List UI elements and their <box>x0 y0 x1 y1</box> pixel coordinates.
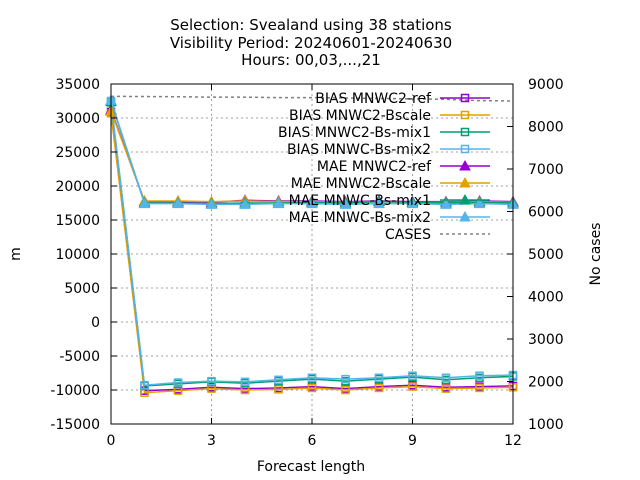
data-point <box>408 382 417 391</box>
data-point <box>307 373 317 383</box>
series-line <box>110 111 514 392</box>
y2-tick-label: 9000 <box>528 77 564 93</box>
legend-label: MAE MNWC-Bs-mix1 <box>289 193 431 209</box>
legend-label: CASES <box>385 227 431 243</box>
data-point <box>441 373 451 383</box>
y-tick-label: 20000 <box>55 179 100 195</box>
legend-label: BIAS MNWC2-Bscale <box>289 108 431 124</box>
series-7 <box>105 94 519 209</box>
data-point <box>374 383 384 393</box>
data-point <box>440 198 452 209</box>
legend-label: BIAS MNWC2-ref <box>315 91 432 107</box>
y2-tick-label: 5000 <box>528 247 564 263</box>
data-point <box>272 197 285 209</box>
data-point <box>475 371 484 380</box>
y2-tick-label: 4000 <box>528 290 564 306</box>
series-8 <box>110 95 514 102</box>
y2-tick-label: 8000 <box>528 120 564 136</box>
legend-entry: MAE MNWC2-ref <box>317 159 490 175</box>
data-point <box>408 371 417 380</box>
legend-marker <box>460 127 470 137</box>
y2-tick-label: 2000 <box>528 375 564 391</box>
legend-marker <box>459 176 471 188</box>
series-line <box>110 100 514 387</box>
y-tick-label: -10000 <box>50 383 100 399</box>
data-point <box>307 383 317 393</box>
y-tick-label: 30000 <box>55 111 100 127</box>
legend-entry: BIAS MNWC2-ref <box>315 91 490 107</box>
legend-marker <box>460 93 470 103</box>
data-point <box>173 378 183 387</box>
y-tick-label: 25000 <box>55 145 100 161</box>
y-tick-label: 35000 <box>55 77 100 93</box>
data-point <box>274 385 283 394</box>
y2-tick-label: 1000 <box>528 417 564 433</box>
data-point <box>341 374 350 384</box>
data-point <box>274 375 283 385</box>
y2-axis-label: No cases <box>588 223 604 286</box>
data-point <box>140 380 149 390</box>
data-point <box>373 197 385 209</box>
legend-entry: BIAS MNWC2-Bscale <box>289 108 490 124</box>
y2-tick-label: 7000 <box>528 162 564 178</box>
data-point <box>172 197 184 209</box>
legend-label: MAE MNWC2-Bscale <box>291 176 431 192</box>
x-tick-label: 6 <box>308 433 317 449</box>
y-tick-label: 15000 <box>55 213 100 229</box>
legend-entry: MAE MNWC2-Bscale <box>291 176 490 192</box>
series-line <box>110 113 514 394</box>
legend-entry: MAE MNWC-Bs-mix2 <box>289 210 490 226</box>
title-line-1: Selection: Svealand using 38 stations <box>170 16 452 34</box>
y-tick-label: 0 <box>91 315 100 331</box>
title-line-3: Hours: 00,03,...,21 <box>241 51 381 69</box>
legend-marker <box>460 110 470 120</box>
data-point <box>441 384 451 393</box>
data-point <box>240 377 250 387</box>
legend-entry: MAE MNWC-Bs-mix1 <box>289 193 490 209</box>
data-point <box>207 376 216 386</box>
legend-entry: BIAS MNWC-Bs-mix2 <box>287 142 490 158</box>
y-tick-label: -5000 <box>59 349 100 365</box>
legend-marker <box>459 159 471 171</box>
data-point <box>341 385 350 395</box>
data-point <box>374 373 384 383</box>
chart-title: Selection: Svealand using 38 stations Vi… <box>170 16 452 69</box>
data-point <box>239 198 251 209</box>
legend-marker <box>459 193 471 205</box>
y-tick-label: 10000 <box>55 247 100 263</box>
legend-marker <box>459 210 471 222</box>
x-axis-label: Forecast length <box>257 459 365 475</box>
x-tick-label: 0 <box>107 433 116 449</box>
legend-marker <box>460 144 470 154</box>
legend-label: MAE MNWC2-ref <box>317 159 432 175</box>
y-axis-label: m <box>8 247 24 261</box>
legend-label: BIAS MNWC2-Bs-mix1 <box>278 125 431 141</box>
legend-label: MAE MNWC-Bs-mix2 <box>289 210 431 226</box>
legend-entry: CASES <box>385 227 490 243</box>
series-line <box>110 102 514 387</box>
data-point <box>306 197 318 209</box>
data-point <box>406 197 419 209</box>
data-point <box>205 198 218 209</box>
x-tick-label: 12 <box>504 433 522 449</box>
x-tick-label: 3 <box>207 433 216 449</box>
data-point <box>138 197 151 209</box>
y-tick-label: -15000 <box>50 417 100 433</box>
data-point <box>475 383 484 393</box>
data-point <box>339 198 352 209</box>
series-line <box>110 95 514 102</box>
y-tick-label: 5000 <box>64 281 100 297</box>
legend-entry: BIAS MNWC2-Bs-mix1 <box>278 125 490 141</box>
y2-tick-label: 6000 <box>528 205 564 221</box>
data-point <box>473 197 486 209</box>
legend-label: BIAS MNWC-Bs-mix2 <box>287 142 431 158</box>
title-line-2: Visibility Period: 20240601-20240630 <box>170 34 452 52</box>
ticks: 0 3 6 9 12 -15000 -10000 -5000 0 5000 10000 15000 20… <box>50 77 563 449</box>
y2-tick-label: 3000 <box>528 332 564 348</box>
x-tick-label: 9 <box>408 433 417 449</box>
